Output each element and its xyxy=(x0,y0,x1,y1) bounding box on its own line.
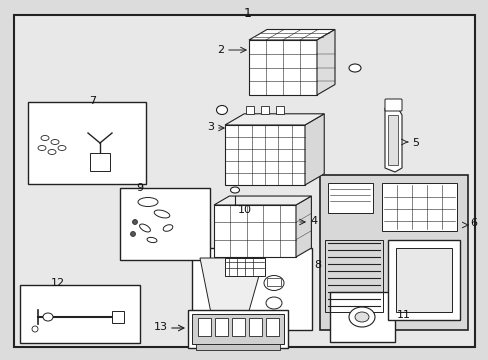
Polygon shape xyxy=(248,30,334,40)
Ellipse shape xyxy=(265,297,282,309)
Ellipse shape xyxy=(51,140,59,144)
Polygon shape xyxy=(295,196,311,257)
Text: 4: 4 xyxy=(309,216,317,226)
Bar xyxy=(112,311,124,323)
Ellipse shape xyxy=(43,313,53,321)
Text: 2: 2 xyxy=(217,45,224,55)
Bar xyxy=(20,285,140,343)
Bar xyxy=(248,318,262,336)
Bar xyxy=(266,278,281,286)
Ellipse shape xyxy=(48,149,56,154)
Bar xyxy=(329,292,394,342)
Circle shape xyxy=(32,326,38,332)
Bar xyxy=(215,318,227,336)
Text: 13: 13 xyxy=(154,322,168,332)
Bar xyxy=(198,318,210,336)
Circle shape xyxy=(130,231,135,237)
Ellipse shape xyxy=(38,145,46,150)
Bar xyxy=(192,314,284,344)
Bar xyxy=(387,240,459,320)
Ellipse shape xyxy=(354,312,368,322)
Bar xyxy=(28,102,146,184)
Ellipse shape xyxy=(58,145,66,150)
Bar xyxy=(224,258,264,276)
Ellipse shape xyxy=(41,135,49,140)
Polygon shape xyxy=(248,40,316,95)
Text: 8: 8 xyxy=(313,260,321,270)
Ellipse shape xyxy=(147,237,157,243)
Ellipse shape xyxy=(139,224,150,232)
Bar xyxy=(120,188,209,260)
Polygon shape xyxy=(387,115,397,165)
Polygon shape xyxy=(224,114,324,125)
Ellipse shape xyxy=(216,105,227,114)
Text: 12: 12 xyxy=(51,278,65,288)
FancyBboxPatch shape xyxy=(384,99,401,111)
Text: 1: 1 xyxy=(244,7,251,20)
Bar xyxy=(245,106,253,114)
Bar xyxy=(90,153,110,171)
Text: 3: 3 xyxy=(206,122,214,132)
Ellipse shape xyxy=(264,275,284,291)
Polygon shape xyxy=(200,258,264,318)
Circle shape xyxy=(132,220,137,225)
Text: 11: 11 xyxy=(396,310,410,320)
Ellipse shape xyxy=(348,307,374,327)
Text: 5: 5 xyxy=(411,138,418,148)
Bar xyxy=(325,240,382,312)
Bar xyxy=(381,183,456,231)
Polygon shape xyxy=(384,108,401,172)
Polygon shape xyxy=(305,114,324,185)
Polygon shape xyxy=(224,125,305,185)
Polygon shape xyxy=(316,30,334,95)
Ellipse shape xyxy=(348,64,360,72)
Bar xyxy=(261,106,268,114)
Ellipse shape xyxy=(163,225,172,231)
Bar xyxy=(275,106,284,114)
Polygon shape xyxy=(214,205,295,257)
Text: 10: 10 xyxy=(238,205,251,215)
Bar xyxy=(327,183,372,213)
Text: 7: 7 xyxy=(89,96,96,106)
Bar xyxy=(187,310,287,348)
Text: 9: 9 xyxy=(136,183,142,193)
Bar xyxy=(319,175,467,330)
Ellipse shape xyxy=(154,210,169,218)
Bar xyxy=(395,248,451,312)
Bar xyxy=(192,248,311,330)
Ellipse shape xyxy=(138,198,158,207)
Bar xyxy=(265,318,279,336)
Polygon shape xyxy=(214,196,311,205)
Bar xyxy=(231,318,244,336)
Text: 6: 6 xyxy=(469,218,476,228)
Bar xyxy=(196,344,280,350)
Ellipse shape xyxy=(230,187,239,193)
